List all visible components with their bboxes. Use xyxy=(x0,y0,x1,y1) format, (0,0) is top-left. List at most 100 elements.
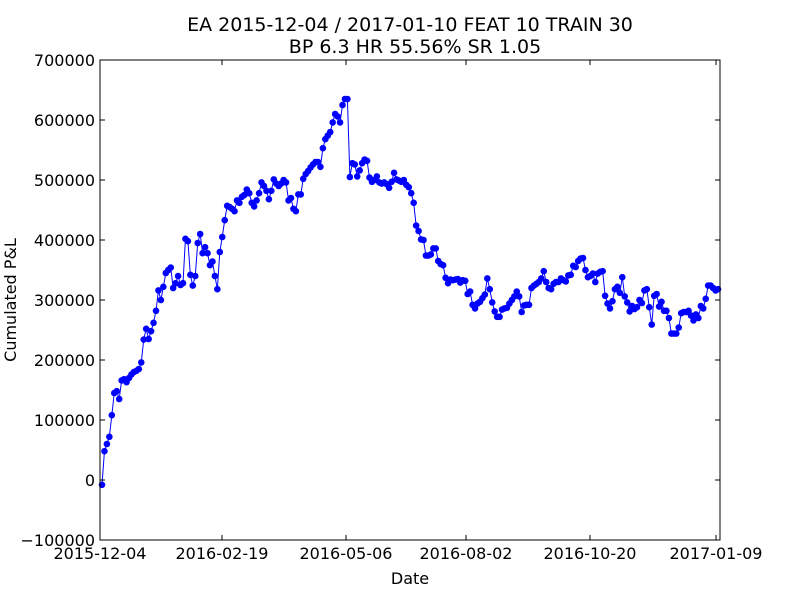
y-tick-label: 200000 xyxy=(34,351,95,370)
data-point xyxy=(199,249,206,257)
data-point xyxy=(363,157,371,165)
y-tick-label: 100000 xyxy=(34,411,95,430)
y-tick-label: 700000 xyxy=(34,51,95,70)
data-point xyxy=(108,411,116,419)
data-point xyxy=(334,113,341,120)
data-point xyxy=(147,327,155,335)
data-point xyxy=(155,287,162,294)
data-point xyxy=(481,291,489,298)
data-point xyxy=(236,199,243,207)
data-point xyxy=(638,299,646,307)
data-point xyxy=(157,296,165,304)
data-point xyxy=(623,299,631,306)
data-point xyxy=(344,95,351,103)
data-point xyxy=(135,365,143,373)
x-tick-label: 2016-05-06 xyxy=(300,544,393,563)
data-point xyxy=(346,173,354,181)
plot-area xyxy=(98,95,722,489)
data-point xyxy=(699,305,707,312)
data-point xyxy=(115,395,123,403)
data-point xyxy=(407,189,415,197)
chart-title-line1: EA 2015-12-04 / 2017-01-10 FEAT 10 TRAIN… xyxy=(187,14,633,36)
data-point xyxy=(412,222,420,229)
data-point xyxy=(216,248,224,256)
data-point xyxy=(356,167,363,174)
data-point xyxy=(204,249,211,257)
data-point xyxy=(214,285,221,293)
data-point xyxy=(287,194,295,202)
data-point xyxy=(633,303,641,311)
data-point xyxy=(250,203,258,210)
data-point xyxy=(211,272,219,280)
data-point xyxy=(695,314,702,322)
data-point xyxy=(488,299,496,306)
data-point xyxy=(648,321,656,328)
data-point xyxy=(196,230,204,238)
data-point xyxy=(140,336,148,343)
data-point xyxy=(255,189,263,197)
data-point xyxy=(653,290,660,298)
data-point xyxy=(201,243,209,251)
y-tick-label: 500000 xyxy=(34,171,95,190)
data-point xyxy=(218,233,226,241)
data-point xyxy=(282,179,290,186)
data-point xyxy=(150,319,157,327)
y-tick-label: 400000 xyxy=(34,231,95,250)
data-point xyxy=(420,236,427,244)
y-tick-label: 300000 xyxy=(34,291,95,310)
data-point xyxy=(353,173,361,180)
data-point xyxy=(253,197,260,204)
data-point xyxy=(415,227,422,235)
data-point xyxy=(297,191,305,198)
data-point xyxy=(405,183,413,191)
data-point xyxy=(209,258,216,265)
data-point xyxy=(385,184,393,192)
data-point xyxy=(427,251,435,258)
data-point xyxy=(491,308,498,315)
data-point xyxy=(137,359,145,366)
data-point xyxy=(466,288,474,295)
data-point xyxy=(579,254,587,262)
data-point xyxy=(245,189,253,197)
data-point xyxy=(265,195,273,203)
data-point xyxy=(439,261,447,269)
data-point xyxy=(336,119,344,126)
data-point xyxy=(672,330,680,337)
data-point xyxy=(319,144,327,152)
data-point xyxy=(515,293,523,300)
data-point xyxy=(351,161,359,168)
data-point xyxy=(690,317,697,324)
y-tick-label: 600000 xyxy=(34,111,95,130)
data-point xyxy=(160,283,167,291)
data-point xyxy=(540,267,548,275)
data-point xyxy=(645,303,653,311)
data-point xyxy=(339,101,346,109)
data-point xyxy=(675,324,683,331)
data-point xyxy=(484,275,491,282)
data-point xyxy=(101,447,108,455)
data-point xyxy=(152,307,160,315)
data-point xyxy=(658,298,665,306)
data-point xyxy=(572,263,579,271)
x-tick-label: 2016-08-02 xyxy=(420,544,513,563)
data-point xyxy=(567,271,575,279)
y-tick-label: −100000 xyxy=(21,531,95,550)
data-point xyxy=(221,216,229,224)
data-point xyxy=(582,266,589,274)
data-point xyxy=(410,199,417,207)
y-axis-label: Cumulated P&L xyxy=(1,238,20,362)
data-point xyxy=(618,273,626,281)
data-point xyxy=(643,285,651,293)
data-point xyxy=(525,301,533,309)
data-point xyxy=(606,305,614,312)
data-point xyxy=(231,207,238,215)
data-point xyxy=(591,278,599,286)
data-point xyxy=(599,267,606,275)
data-point xyxy=(189,282,197,289)
data-point xyxy=(601,292,609,300)
data-point xyxy=(145,335,152,343)
data-point xyxy=(614,283,621,291)
data-point xyxy=(373,173,381,180)
data-point xyxy=(329,119,336,126)
